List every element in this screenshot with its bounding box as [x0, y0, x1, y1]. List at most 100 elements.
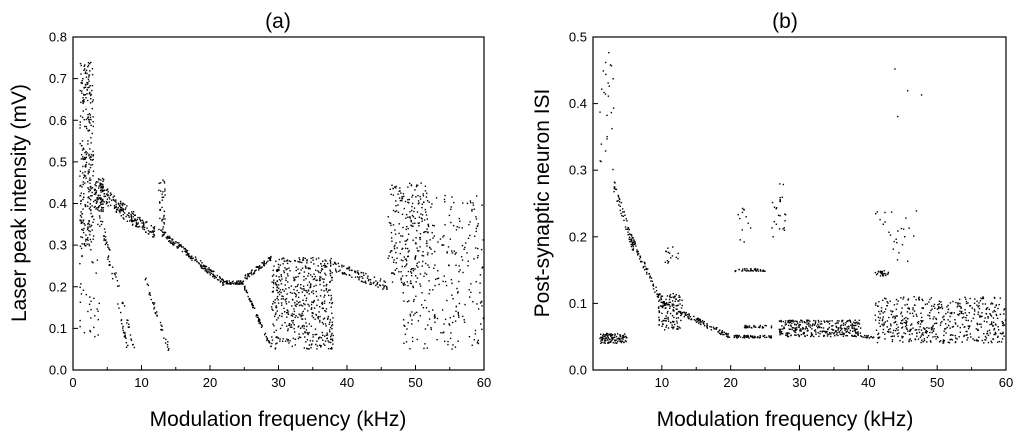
data-point [669, 305, 671, 307]
data-point [433, 235, 436, 237]
data-point [114, 274, 116, 276]
data-point [903, 321, 905, 324]
data-point [425, 214, 428, 216]
data-point [454, 253, 456, 255]
data-point [432, 237, 434, 239]
data-point [102, 177, 104, 180]
data-point [166, 238, 168, 240]
data-point [433, 317, 436, 319]
data-point [84, 156, 86, 159]
data-point [161, 220, 163, 222]
data-point [309, 285, 312, 287]
data-point [399, 252, 401, 255]
data-point [609, 341, 612, 343]
x-tick-label-b: 10 [655, 375, 669, 390]
data-point [675, 294, 677, 296]
data-point [934, 335, 936, 338]
data-point [608, 51, 610, 54]
data-point [916, 315, 918, 317]
data-point [430, 248, 432, 250]
data-point [358, 279, 360, 281]
data-point [476, 303, 478, 305]
data-point [90, 224, 93, 227]
data-point [901, 335, 903, 338]
data-point [121, 323, 123, 325]
data-point [303, 302, 305, 305]
data-point [650, 280, 652, 282]
data-point [475, 216, 477, 218]
data-point [471, 208, 473, 211]
data-point [734, 270, 737, 272]
data-point [845, 331, 847, 333]
data-point [723, 331, 726, 333]
data-point [965, 334, 967, 336]
data-point [450, 332, 452, 334]
data-point [840, 328, 843, 330]
data-point [616, 333, 619, 335]
data-point [839, 327, 841, 329]
data-point [940, 301, 942, 303]
data-point [811, 328, 813, 330]
data-point [785, 323, 788, 325]
data-point [286, 268, 288, 270]
data-point [95, 190, 98, 192]
data-point [980, 326, 983, 328]
data-point [902, 319, 904, 321]
data-point [664, 317, 666, 320]
data-point [93, 193, 96, 196]
data-point [922, 299, 924, 302]
data-point [105, 202, 108, 205]
data-point [623, 333, 626, 335]
data-point [840, 324, 843, 326]
data-point [169, 241, 172, 243]
data-point [322, 307, 325, 310]
data-point [108, 201, 110, 203]
data-point [935, 333, 937, 336]
data-point [908, 308, 911, 310]
data-point [676, 304, 678, 307]
data-point [115, 276, 117, 278]
data-point [297, 260, 299, 263]
data-point [409, 211, 411, 213]
data-point [790, 320, 792, 322]
data-point [854, 319, 856, 321]
data-point [327, 289, 330, 291]
data-point [412, 300, 415, 303]
data-point [303, 275, 305, 278]
data-point [259, 322, 261, 324]
data-point [672, 292, 674, 295]
data-point [84, 86, 87, 89]
data-point [397, 204, 399, 206]
data-point [780, 330, 783, 333]
data-point [110, 199, 113, 201]
data-point [315, 269, 317, 271]
data-point [135, 223, 138, 225]
data-point [933, 323, 936, 325]
data-point [97, 197, 99, 199]
data-point [480, 323, 482, 325]
data-point [903, 236, 906, 238]
data-point [162, 179, 164, 181]
data-point [87, 130, 90, 132]
data-point [100, 198, 102, 200]
data-point [395, 251, 397, 254]
data-point [785, 332, 787, 334]
data-point [429, 239, 431, 241]
data-point [703, 320, 706, 323]
data-point [791, 320, 793, 322]
data-point [832, 329, 835, 331]
data-point [288, 260, 291, 262]
data-point [295, 294, 298, 296]
data-point [893, 240, 895, 243]
data-point [897, 326, 899, 328]
data-point [245, 290, 248, 293]
data-point [946, 326, 948, 329]
data-point [993, 329, 995, 331]
data-point [297, 301, 300, 304]
data-point [843, 327, 846, 329]
data-point [90, 195, 92, 197]
data-point [663, 301, 665, 304]
data-point [89, 122, 91, 124]
data-point [988, 329, 991, 332]
